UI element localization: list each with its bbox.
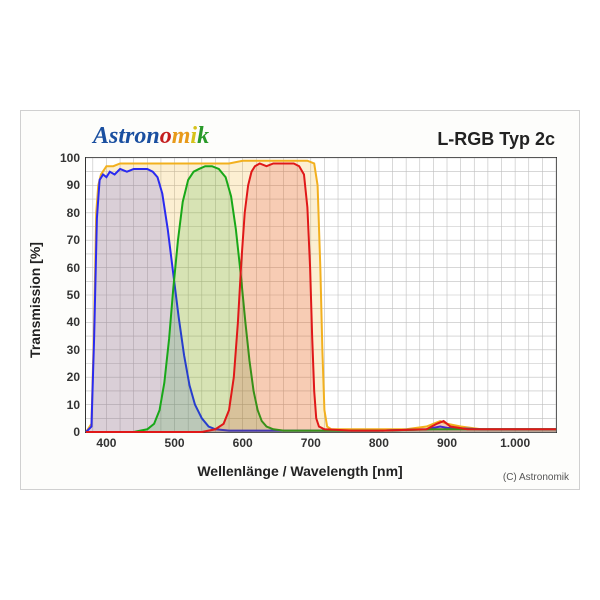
copyright-text: (C) Astronomik — [503, 472, 569, 483]
y-tick: 80 — [67, 206, 86, 220]
y-tick: 0 — [73, 425, 86, 439]
y-tick: 10 — [67, 398, 86, 412]
chart-title: L-RGB Typ 2c — [437, 129, 555, 150]
x-tick: 400 — [96, 432, 116, 450]
x-tick: 800 — [369, 432, 389, 450]
x-tick: 600 — [233, 432, 253, 450]
y-tick: 40 — [67, 315, 86, 329]
y-tick: 20 — [67, 370, 86, 384]
plot-area: 0102030405060708090100400500600700800900… — [85, 157, 557, 433]
x-tick: 1.000 — [500, 432, 530, 450]
x-tick: 700 — [301, 432, 321, 450]
brand-logo: Astronomik — [93, 123, 209, 150]
y-axis-label: Transmission [%] — [27, 242, 43, 358]
chart-frame: Astronomik L-RGB Typ 2c Transmission [%]… — [20, 110, 580, 490]
y-tick: 50 — [67, 288, 86, 302]
x-axis-label: Wellenlänge / Wavelength [nm] — [197, 463, 402, 479]
y-tick: 90 — [67, 178, 86, 192]
x-tick: 500 — [165, 432, 185, 450]
y-tick: 70 — [67, 233, 86, 247]
y-tick: 60 — [67, 261, 86, 275]
series-svg — [86, 158, 556, 432]
y-tick: 100 — [60, 151, 86, 165]
y-tick: 30 — [67, 343, 86, 357]
x-tick: 900 — [437, 432, 457, 450]
